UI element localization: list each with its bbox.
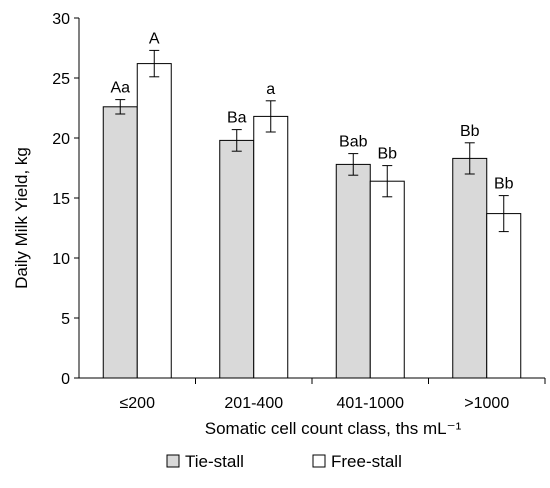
- y-tick-label: 30: [52, 11, 70, 28]
- y-axis-ticks: 0 5 10 15 20 25 30: [52, 11, 79, 388]
- bar-label: a: [266, 81, 275, 98]
- bar-tie-stall: [102, 106, 138, 379]
- error-bar: [464, 142, 475, 175]
- error-bar: [498, 195, 509, 233]
- error-bar: [265, 100, 276, 133]
- x-tick-label: 401-1000: [336, 395, 404, 412]
- bar-tie-stall: [452, 157, 488, 379]
- x-tick-label: ≤200: [120, 395, 156, 412]
- bar-label: Ba: [227, 110, 247, 127]
- error-bar: [382, 165, 393, 198]
- legend-label: Tie-stall: [185, 452, 244, 471]
- bar-free-stall: [136, 63, 172, 379]
- legend-item: Tie-stall: [166, 452, 244, 471]
- bar-label: A: [149, 30, 160, 47]
- bars: [102, 63, 522, 379]
- legend-item: Free-stall: [312, 452, 402, 471]
- bar-free-stall: [253, 115, 289, 379]
- y-tick-label: 15: [52, 191, 70, 208]
- legend: Tie-stall Free-stall: [166, 452, 402, 471]
- bar-tie-stall: [219, 139, 255, 379]
- legend-label: Free-stall: [331, 452, 402, 471]
- error-bar: [115, 99, 126, 115]
- y-tick-label: 25: [52, 71, 70, 88]
- x-tick-label: 201-400: [224, 395, 283, 412]
- legend-swatch: [166, 454, 180, 468]
- error-bar: [231, 129, 242, 152]
- bar-label: Bb: [494, 176, 514, 193]
- y-tick-label: 20: [52, 131, 70, 148]
- bar-label: Aa: [110, 80, 130, 97]
- bar-label: Bb: [377, 146, 397, 163]
- x-axis-label: Somatic cell count class, ths mL⁻¹: [205, 419, 462, 438]
- bar-label: Bab: [339, 134, 368, 151]
- y-tick-label: 10: [52, 251, 70, 268]
- error-bar: [348, 153, 359, 176]
- bar-labels: Aa A Ba a Bab Bb Bb Bb: [110, 30, 513, 192]
- y-tick-label: 5: [61, 311, 70, 328]
- x-tick-label: >1000: [464, 395, 509, 412]
- bar-label: Bb: [460, 123, 480, 140]
- bar-free-stall: [369, 180, 405, 379]
- error-bar: [149, 49, 160, 78]
- legend-swatch: [312, 454, 326, 468]
- y-axis-label: Daily Milk Yield, kg: [12, 147, 31, 289]
- y-tick-label: 0: [61, 371, 70, 388]
- x-axis-ticks: ≤200 201-400 401-1000 >1000: [120, 378, 546, 412]
- bar-tie-stall: [335, 163, 371, 379]
- bar-free-stall: [486, 213, 522, 379]
- error-bars: [115, 49, 509, 233]
